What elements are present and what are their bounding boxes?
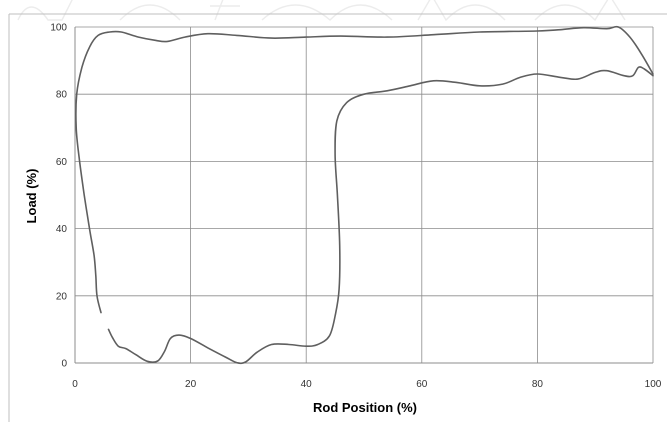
tick-labels: 0 20 40 60 80 100 0 20 40 60 80 100 xyxy=(50,23,661,391)
data-series xyxy=(75,25,654,365)
x-tick-label-40: 40 xyxy=(301,379,313,390)
x-tick-label-100: 100 xyxy=(645,379,662,390)
watermark-stroke-5 xyxy=(417,0,506,22)
watermark-stroke-3 xyxy=(210,0,240,21)
y-axis-title: Load (%) xyxy=(24,169,39,224)
watermark-stroke-6 xyxy=(534,0,626,22)
y-tick-label-60: 60 xyxy=(56,157,68,168)
y-tick-label-100: 100 xyxy=(50,23,67,34)
watermark-stroke-2 xyxy=(119,4,181,21)
watermark-stroke-4 xyxy=(261,4,393,21)
series-line-2 xyxy=(107,66,654,365)
watermark-stroke-1 xyxy=(17,0,73,21)
x-tick-label-0: 0 xyxy=(72,379,78,390)
series-line-1 xyxy=(75,25,654,314)
y-tick-label-80: 80 xyxy=(56,90,68,101)
x-axis-title: Rod Position (%) xyxy=(313,400,417,415)
axes xyxy=(74,27,653,364)
y-tick-label-40: 40 xyxy=(56,224,68,235)
y-tick-label-0: 0 xyxy=(61,359,67,370)
y-tick-label-20: 20 xyxy=(56,291,68,302)
watermark-logo xyxy=(17,0,626,22)
x-tick-label-60: 60 xyxy=(416,379,428,390)
gridlines xyxy=(75,26,654,363)
x-tick-label-80: 80 xyxy=(532,379,544,390)
x-tick-label-20: 20 xyxy=(185,379,197,390)
